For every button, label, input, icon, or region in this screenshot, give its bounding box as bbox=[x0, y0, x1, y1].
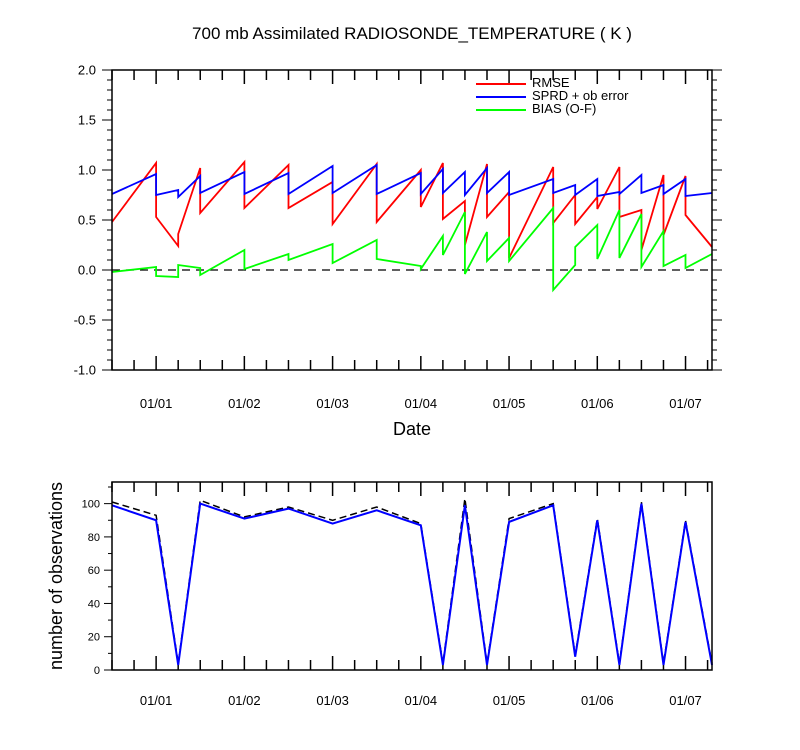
y-tick-label: 1.5 bbox=[78, 113, 96, 128]
x-tick-label: 01/06 bbox=[581, 693, 614, 708]
bottom-axis-ticks bbox=[104, 482, 709, 671]
y-tick-label: -1.0 bbox=[74, 363, 96, 378]
y-tick-label: 1.0 bbox=[78, 163, 96, 178]
x-tick-label: 01/06 bbox=[581, 396, 614, 411]
bottom-plot-frame bbox=[111, 481, 713, 671]
x-tick-label: 01/02 bbox=[228, 693, 261, 708]
x-tick-label: 01/04 bbox=[405, 693, 438, 708]
top-series-lines bbox=[111, 159, 713, 293]
x-tick-label: 01/03 bbox=[316, 693, 349, 708]
bottom-x-tick-labels: 01/01 01/02 01/03 01/04 01/05 01/06 01/07 bbox=[140, 693, 702, 708]
top-axis-ticks bbox=[102, 69, 722, 371]
y-tick-label: -0.5 bbox=[74, 313, 96, 328]
bottom-y-tick-labels: 100 80 60 40 20 0 bbox=[82, 499, 100, 677]
y-tick-label: 40 bbox=[88, 598, 100, 610]
y-tick-label: 0.5 bbox=[78, 213, 96, 228]
x-tick-label: 01/03 bbox=[316, 396, 349, 411]
x-tick-label: 01/07 bbox=[669, 693, 702, 708]
y-tick-label: 2.0 bbox=[78, 63, 96, 78]
legend-label: BIAS (O-F) bbox=[532, 101, 596, 116]
x-tick-label: 01/01 bbox=[140, 693, 173, 708]
y-tick-label: 100 bbox=[82, 499, 100, 511]
y-tick-label: 0.0 bbox=[78, 263, 96, 278]
top-x-tick-labels: 01/01 01/02 01/03 01/04 01/05 01/06 01/07 bbox=[140, 396, 702, 411]
x-tick-label: 01/04 bbox=[405, 396, 438, 411]
x-tick-label: 01/05 bbox=[493, 396, 526, 411]
top-y-tick-labels: 2.0 1.5 1.0 0.5 0.0 -0.5 -1.0 bbox=[74, 63, 96, 378]
y-tick-label: 60 bbox=[88, 565, 100, 577]
x-tick-label: 01/01 bbox=[140, 396, 173, 411]
series-line-sprd-ob-error bbox=[111, 163, 713, 200]
x-tick-label: 01/05 bbox=[493, 693, 526, 708]
series-line-bias-o-f bbox=[111, 205, 713, 293]
legend-label: RMSE bbox=[532, 75, 570, 90]
y-tick-label: 20 bbox=[88, 632, 100, 644]
y-tick-label: 80 bbox=[88, 532, 100, 544]
top-plot-frame bbox=[111, 69, 713, 371]
x-axis-title: Date bbox=[393, 419, 431, 439]
x-tick-label: 01/02 bbox=[228, 396, 261, 411]
y-tick-label: 0 bbox=[94, 665, 100, 677]
top-panel: 700 mb Assimilated RADIOSONDE_TEMPERATUR… bbox=[74, 24, 722, 439]
legend-label: SPRD + ob error bbox=[532, 88, 629, 103]
y-axis-title: number of observations bbox=[46, 482, 66, 670]
chart-title: 700 mb Assimilated RADIOSONDE_TEMPERATUR… bbox=[192, 24, 632, 43]
series-line-used-obs bbox=[111, 502, 713, 666]
bottom-series-lines bbox=[111, 498, 713, 666]
x-tick-label: 01/07 bbox=[669, 396, 702, 411]
